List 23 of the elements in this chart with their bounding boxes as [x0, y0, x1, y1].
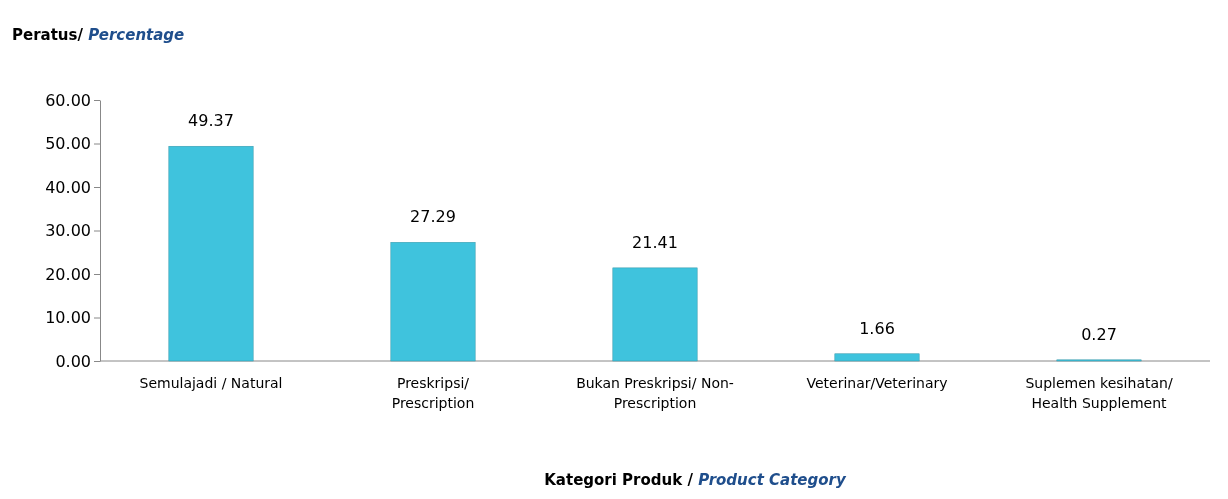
- data-label: 49.37: [188, 111, 234, 131]
- y-tick-label: 30.00: [45, 221, 91, 241]
- bar: [168, 145, 254, 362]
- bar: [612, 267, 698, 362]
- y-tick-label: 60.00: [45, 90, 91, 110]
- x-tick-label: Bukan Preskripsi/ Non- Prescription: [576, 375, 734, 411]
- x-tick-label: Veterinar/Veterinary: [806, 375, 948, 391]
- bar: [390, 242, 476, 362]
- y-tick-label: 40.00: [45, 177, 91, 197]
- y-tick-label: 20.00: [45, 264, 91, 284]
- y-tick-label: 10.00: [45, 308, 91, 328]
- x-tick-label: Suplemen kesihatan/ Health Supplement: [1025, 375, 1173, 411]
- bar: [834, 353, 920, 362]
- y-tick-label: 0.00: [55, 351, 91, 371]
- x-axis-title: Kategori Produk / Product Category: [544, 471, 847, 489]
- y-tick-label: 50.00: [45, 134, 91, 154]
- data-label: 0.27: [1081, 324, 1117, 344]
- y-axis-title: Peratus/ Percentage: [12, 26, 185, 44]
- data-label: 21.41: [632, 232, 678, 252]
- data-label: 1.66: [859, 318, 895, 338]
- x-tick-label: Preskripsi/ Prescription: [391, 375, 475, 411]
- data-label: 27.29: [410, 207, 456, 227]
- x-tick-label: Semulajadi / Natural: [139, 375, 283, 391]
